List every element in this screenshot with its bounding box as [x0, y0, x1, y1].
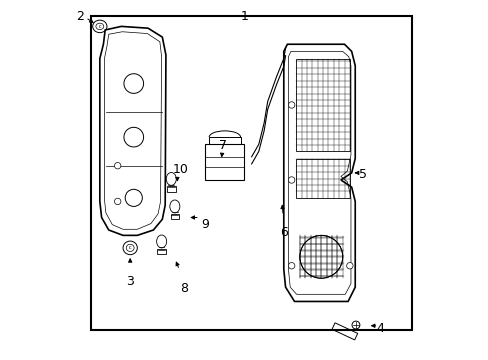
- Bar: [166, 186, 175, 192]
- Bar: [157, 249, 165, 254]
- Bar: [331, 323, 357, 340]
- Text: 6: 6: [279, 226, 287, 239]
- Ellipse shape: [346, 262, 352, 269]
- Bar: [296, 158, 349, 198]
- Text: c: c: [290, 178, 292, 182]
- Text: c: c: [290, 103, 292, 107]
- Ellipse shape: [288, 262, 294, 269]
- Text: 5: 5: [358, 168, 366, 181]
- Text: 1: 1: [240, 10, 248, 23]
- Text: c: c: [117, 199, 119, 203]
- Text: 7: 7: [219, 139, 226, 152]
- Ellipse shape: [300, 236, 342, 278]
- Text: 2: 2: [76, 10, 84, 23]
- Ellipse shape: [288, 177, 294, 183]
- Text: 4: 4: [376, 322, 384, 335]
- Ellipse shape: [114, 162, 121, 169]
- Bar: [209, 137, 240, 144]
- Text: c: c: [129, 246, 131, 250]
- Text: 3: 3: [126, 275, 134, 288]
- Text: c: c: [98, 24, 101, 29]
- Bar: [205, 144, 244, 180]
- Text: c: c: [348, 264, 350, 268]
- Bar: [296, 59, 349, 152]
- Ellipse shape: [125, 189, 142, 206]
- Text: 9: 9: [201, 218, 209, 231]
- Ellipse shape: [114, 198, 121, 204]
- Ellipse shape: [123, 127, 143, 147]
- Text: c: c: [290, 264, 292, 268]
- Text: 8: 8: [180, 282, 187, 295]
- Bar: [170, 213, 179, 219]
- Text: c: c: [117, 164, 119, 168]
- Text: 10: 10: [173, 163, 188, 176]
- Ellipse shape: [288, 102, 294, 108]
- Bar: [91, 16, 411, 330]
- Ellipse shape: [123, 74, 143, 93]
